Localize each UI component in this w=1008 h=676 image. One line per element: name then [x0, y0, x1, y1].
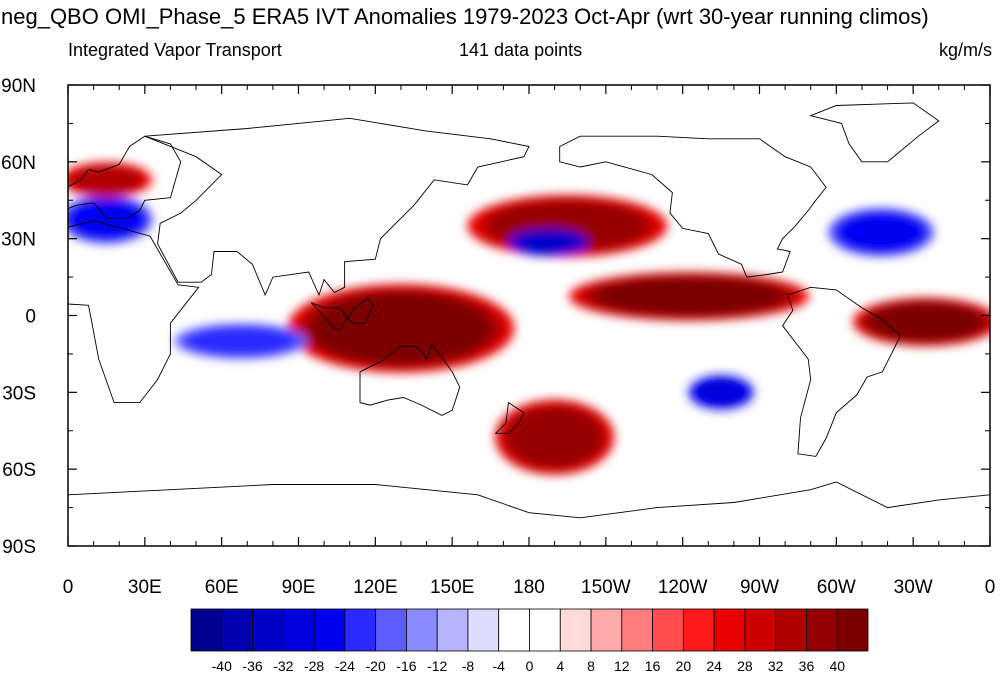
colorbar-label: -24 [335, 658, 355, 674]
colorbar-label: 36 [799, 658, 815, 674]
colorbar-box [375, 608, 407, 652]
lon-label: 30W [894, 577, 933, 598]
colorbar-box [529, 608, 561, 652]
colorbar-box [313, 608, 346, 652]
coastline-africa [68, 220, 200, 404]
lat-label: 90S [2, 537, 36, 558]
colorbar-box [498, 608, 530, 652]
colorbar-label: -40 [212, 658, 232, 674]
colorbar-label: 12 [614, 658, 630, 674]
colorbar-box [652, 608, 684, 652]
lon-label: 120W [658, 577, 708, 598]
lon-label: 60E [205, 577, 239, 598]
coastline-south-america [782, 286, 901, 457]
colorbar-box [282, 608, 315, 652]
coastline-borneo-sumatra [310, 296, 374, 332]
colorbar-labels: -40 -36 -32 -28 -24 -20 -16 -12 -8 -4 0 4 8 12 16 20 24 2… [212, 658, 846, 674]
lon-label: 30E [128, 577, 162, 598]
colorbar-label: -4 [493, 658, 506, 674]
colorbar-box [713, 608, 746, 652]
lon-label: 150W [581, 577, 631, 598]
coastline-asia [144, 117, 530, 297]
lon-label: 0 [985, 577, 996, 598]
colorbar-box [682, 608, 715, 652]
units-label: kg/m/s [938, 40, 992, 60]
lat-label: 90N [1, 76, 36, 97]
lon-label: 60W [817, 577, 856, 598]
colorbar-label: -28 [304, 658, 324, 674]
colorbar-box [559, 608, 592, 652]
colorbar-box [436, 608, 469, 652]
lat-label: 0 [25, 307, 36, 328]
anomaly-region-5 [516, 231, 580, 254]
lon-label: 150E [430, 577, 474, 598]
lat-label: 60N [1, 153, 36, 174]
colorbar-label: 20 [676, 658, 692, 674]
colorbar-label: -32 [273, 658, 293, 674]
figure-title: neg_QBO OMI_Phase_5 ERA5 IVT Anomalies 1… [1, 4, 929, 29]
colorbar [190, 608, 869, 652]
latitude-labels: 90N 60N 30N 0 30S 60S 90S [1, 76, 36, 558]
colorbar-label: -20 [366, 658, 386, 674]
lon-label: 90W [740, 577, 779, 598]
colorbar-label: -12 [427, 658, 447, 674]
colorbar-box [406, 608, 438, 652]
axis-ticks [67, 84, 991, 547]
colorbar-label: 28 [737, 658, 753, 674]
colorbar-label: -36 [242, 658, 262, 674]
colorbar-label: 0 [526, 658, 534, 674]
lon-label: 0 [63, 577, 74, 598]
longitude-labels: 0 30E 60E 90E 120E 150E 180 150W 120W 90W 60W 30W 0 [63, 577, 996, 598]
anomaly-region-3 [868, 302, 984, 342]
coastline-north-america [559, 135, 827, 278]
coastline-europe [68, 135, 182, 219]
lat-label: 30N [1, 230, 36, 251]
colorbar-label: 24 [706, 658, 722, 674]
anomaly-region-9 [188, 326, 293, 356]
anomaly-region-8 [839, 212, 924, 252]
coastline-new-zealand [494, 401, 525, 434]
colorbar-box [221, 608, 253, 652]
colorbar-box [344, 608, 377, 652]
colorbar-box [467, 608, 500, 652]
lat-label: 60S [2, 460, 36, 481]
coastlines [68, 102, 990, 519]
colorbar-box [621, 608, 653, 652]
colorbar-box [252, 608, 284, 652]
colorbar-box [190, 608, 223, 652]
anomaly-region-7 [694, 378, 748, 407]
lon-label: 180 [513, 577, 545, 598]
coastline-australia [359, 342, 461, 416]
lat-label: 30S [2, 383, 36, 404]
map-background [68, 85, 990, 546]
colorbar-box [806, 608, 838, 652]
anomaly-region-1 [312, 293, 489, 364]
anomaly-region-2 [595, 276, 783, 316]
colorbar-box [590, 608, 623, 652]
colorbar-box [744, 608, 777, 652]
anomaly-region-6 [507, 407, 602, 467]
anomaly-region-11 [69, 165, 144, 195]
anomaly-region-10 [69, 200, 144, 239]
colorbar-label: -8 [462, 658, 475, 674]
lon-label: 120E [353, 577, 397, 598]
colorbar-label: -16 [396, 658, 416, 674]
colorbar-label: 8 [587, 658, 595, 674]
sample-count-label: 141 data points [459, 40, 583, 60]
colorbar-label: 16 [645, 658, 661, 674]
colorbar-box [836, 608, 869, 652]
colorbar-box [775, 608, 807, 652]
coastline-greenland [809, 102, 940, 163]
lon-label: 90E [282, 577, 316, 598]
colorbar-label: 4 [556, 658, 564, 674]
coastline-antarctica [68, 481, 990, 519]
variable-label: Integrated Vapor Transport [68, 40, 282, 60]
colorbar-label: 40 [829, 658, 845, 674]
colorbar-label: 32 [768, 658, 784, 674]
